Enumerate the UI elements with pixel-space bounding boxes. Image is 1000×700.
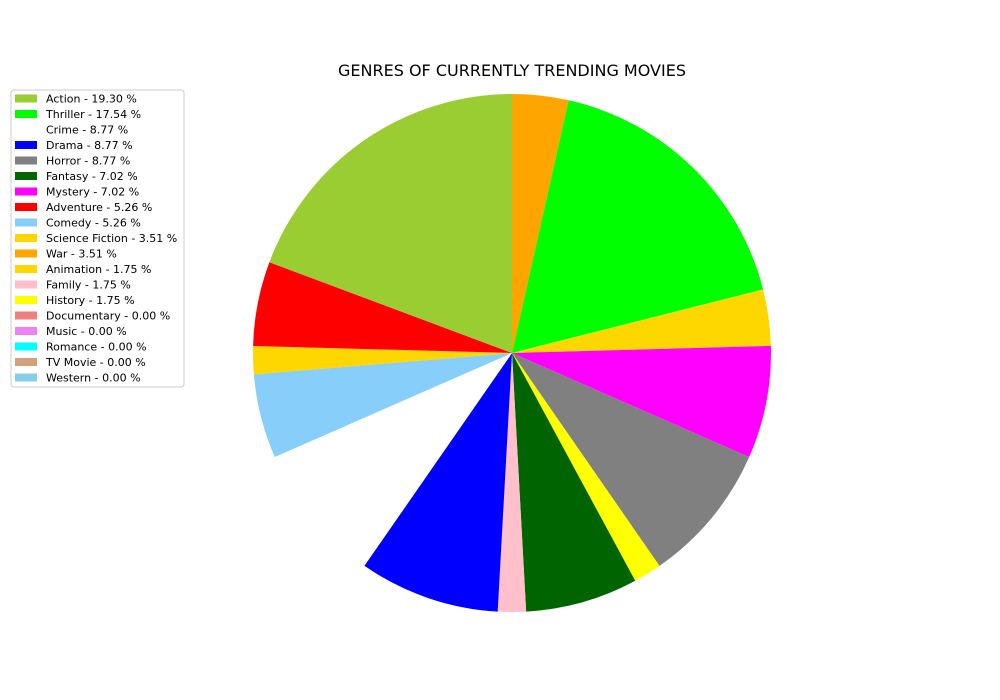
legend-label: Action - 19.30 %	[46, 93, 137, 106]
legend-label: War - 3.51 %	[46, 248, 117, 261]
legend-swatch	[15, 218, 37, 227]
legend-item-romance: Romance - 0.00 %	[15, 341, 147, 354]
legend-swatch	[15, 265, 37, 273]
legend-swatch	[15, 311, 37, 320]
legend-item-animation: Animation - 1.75 %	[15, 263, 151, 276]
pie-slice-history	[512, 353, 660, 581]
legend-frame	[10, 89, 185, 388]
legend-swatch	[15, 234, 37, 242]
pie-slice-action	[269, 94, 512, 353]
legend-swatch	[15, 280, 37, 289]
legend-swatch	[15, 358, 37, 366]
legend-item-western: Western - 0.00 %	[15, 372, 141, 385]
legend-label: Thriller - 17.54 %	[45, 108, 141, 121]
legend-label: Horror - 8.77 %	[46, 155, 130, 168]
legend-item-horror: Horror - 8.77 %	[15, 155, 130, 168]
legend-label: Romance - 0.00 %	[46, 341, 147, 354]
legend-swatch	[15, 327, 37, 335]
pie-slice-adventure	[253, 262, 512, 353]
legend-label: Animation - 1.75 %	[46, 263, 151, 276]
legend-label: Mystery - 7.02 %	[46, 186, 139, 199]
legend-swatch	[15, 141, 37, 149]
pie-slice-mystery	[512, 345, 771, 458]
legend-label: Family - 1.75 %	[46, 279, 131, 292]
legend-swatch	[15, 110, 37, 118]
legend-swatch	[15, 296, 37, 304]
legend-item-action: Action - 19.30 %	[15, 93, 137, 106]
legend-swatch	[15, 203, 37, 211]
legend-label: TV Movie - 0.00 %	[45, 356, 146, 369]
legend-swatch	[15, 249, 37, 258]
legend-swatch	[15, 94, 37, 103]
legend-label: Documentary - 0.00 %	[46, 310, 170, 323]
legend: Action - 19.30 % Thriller - 17.54 % Crime …	[10, 89, 185, 388]
pie-slices	[253, 94, 771, 612]
pie-slice-thriller	[512, 100, 764, 353]
pie-slice-animation	[253, 345, 512, 375]
legend-item-family: Family - 1.75 %	[15, 279, 131, 292]
legend-label: Drama - 8.77 %	[46, 139, 133, 152]
legend-item-comedy: Comedy - 5.26 %	[15, 217, 141, 230]
legend-item-fantasy: Fantasy - 7.02 %	[15, 170, 138, 183]
legend-swatch	[15, 342, 37, 351]
legend-item-thriller: Thriller - 17.54 %	[15, 108, 141, 121]
legend-label: History - 1.75 %	[46, 294, 135, 307]
legend-item-science-fiction: Science Fiction - 3.51 %	[15, 232, 177, 245]
legend-label: Western - 0.00 %	[46, 372, 141, 385]
legend-item-history: History - 1.75 %	[15, 294, 135, 307]
pie-slice-family	[497, 353, 527, 612]
legend-item-mystery: Mystery - 7.02 %	[15, 186, 139, 199]
legend-item-drama: Drama - 8.77 %	[15, 139, 133, 152]
legend-swatch	[15, 125, 37, 134]
pie-slice-war	[512, 94, 569, 353]
pie-slice-crime	[274, 353, 512, 566]
legend-item-documentary: Documentary - 0.00 %	[15, 310, 170, 323]
legend-swatch	[15, 172, 37, 180]
legend-swatch	[15, 373, 37, 382]
legend-item-music: Music - 0.00 %	[15, 325, 127, 338]
legend-label: Fantasy - 7.02 %	[46, 170, 138, 183]
legend-label: Comedy - 5.26 %	[46, 217, 141, 230]
legend-item-crime: Crime - 8.77 %	[15, 124, 128, 137]
legend-swatch	[15, 187, 37, 196]
pie-slice-drama	[364, 353, 512, 612]
pie-slice-comedy	[253, 353, 512, 457]
pie-slice-fantasy	[512, 353, 636, 612]
pie-slice-horror	[512, 353, 750, 566]
pie-slice-science-fiction	[512, 289, 771, 353]
legend-item-adventure: Adventure - 5.26 %	[15, 201, 152, 214]
chart-title: GENRES OF CURRENTLY TRENDING MOVIES	[338, 61, 686, 80]
legend-item-tv-movie: TV Movie - 0.00 %	[15, 356, 146, 369]
legend-label: Crime - 8.77 %	[46, 124, 128, 137]
legend-label: Adventure - 5.26 %	[46, 201, 152, 214]
legend-label: Music - 0.00 %	[46, 325, 127, 338]
legend-swatch	[15, 156, 37, 165]
legend-item-war: War - 3.51 %	[15, 248, 117, 261]
legend-label: Science Fiction - 3.51 %	[46, 232, 177, 245]
